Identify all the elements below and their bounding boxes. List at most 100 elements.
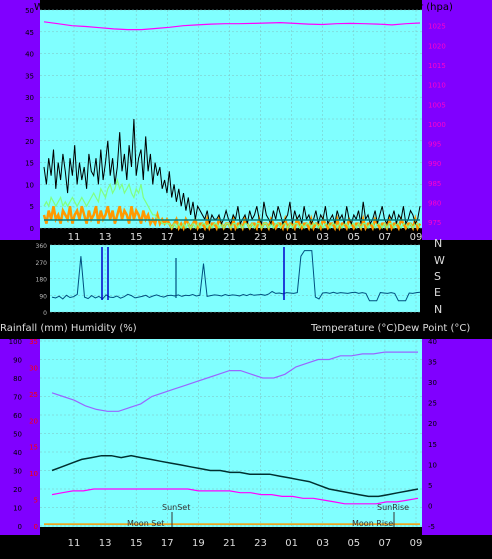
wind-xtick-15: 15 — [130, 232, 143, 243]
temp-ytick-35: 35 — [428, 359, 437, 367]
moonset-label: Moon Set — [127, 519, 164, 528]
sunset-label: SunSet — [162, 503, 190, 512]
wind-xtick-01: 01 — [285, 232, 298, 243]
baro-ytick-980: 980 — [428, 199, 441, 207]
humidity-ytick-60: 60 — [13, 412, 22, 420]
temp-ytick-5: 5 — [428, 482, 432, 490]
rain-ytick-0: 0 — [34, 523, 38, 531]
wind-xtick-17: 17 — [161, 232, 174, 243]
direction-axes: 0 90 180 270 360 — [36, 243, 48, 317]
dir-ytick-90: 90 — [39, 293, 47, 300]
temp-plot-area — [40, 339, 422, 527]
baro-ytick-1000: 1000 — [428, 121, 446, 129]
humidity-series — [51, 351, 418, 412]
wind-xtick-13: 13 — [99, 232, 112, 243]
graph-day-title: 24 hour graph day : 11 July 2018 — [172, 2, 337, 13]
temp-ytick-15: 15 — [428, 441, 437, 449]
temp-xtick-05: 05 — [347, 538, 360, 549]
wind-ytick-35: 35 — [25, 72, 34, 80]
temperature-series — [51, 454, 419, 498]
dir-ytick-360: 360 — [36, 243, 48, 250]
direction-series — [51, 250, 421, 302]
temp-xtick-11: 11 — [68, 538, 81, 549]
temp-ytick--5: -5 — [428, 523, 435, 531]
baro-ytick-1010: 1010 — [428, 82, 446, 90]
wind-plot-area — [40, 10, 422, 228]
rain-ytick-30: 30 — [29, 364, 38, 372]
baro-ytick-975: 975 — [428, 219, 441, 227]
wind-ytick-20: 20 — [25, 138, 34, 146]
wind-xtick-03: 03 — [316, 232, 329, 243]
right-panel-top — [422, 0, 492, 240]
temp-xtick-21: 21 — [223, 538, 236, 549]
humidity-ytick-0: 0 — [18, 523, 22, 531]
wind-xtick-21: 21 — [223, 232, 236, 243]
wind-avg-series — [43, 177, 421, 230]
baro-ytick-1005: 1005 — [428, 101, 446, 109]
compass-s: S — [434, 270, 441, 283]
rain-humidity-title: Rainfall (mm) Humidity (%) — [0, 323, 137, 334]
compass-n-top: N — [434, 237, 442, 250]
wind-ytick-15: 15 — [25, 160, 34, 168]
temp-xtick-17: 17 — [161, 538, 174, 549]
wind-xtick-19: 19 — [192, 232, 205, 243]
baro-ytick-995: 995 — [428, 141, 441, 149]
wind-xtick-11: 11 — [68, 232, 81, 243]
temp-xtick-07: 07 — [379, 538, 392, 549]
temp-dewpoint-title: Temperature (°C)Dew Point (°C) — [310, 323, 470, 334]
temp-xtick-01: 01 — [285, 538, 298, 549]
wind-xtick-23: 23 — [254, 232, 267, 243]
temp-ytick-40: 40 — [428, 338, 437, 346]
baro-ytick-1020: 1020 — [428, 42, 446, 50]
temp-xtick-03: 03 — [316, 538, 329, 549]
rain-ytick-25: 25 — [29, 391, 38, 399]
humidity-ytick-40: 40 — [13, 449, 22, 457]
wind-grid — [40, 9, 422, 229]
rain-ytick-10: 10 — [29, 470, 38, 478]
baro-ytick-985: 985 — [428, 180, 441, 188]
humidity-ytick-20: 20 — [13, 486, 22, 494]
rain-ytick-35: 35 — [29, 338, 38, 346]
wind-series — [42, 21, 422, 232]
temp-ytick-30: 30 — [428, 379, 437, 387]
wind-xtick-05: 05 — [347, 232, 360, 243]
humidity-ytick-70: 70 — [13, 394, 22, 402]
baro-ytick-1015: 1015 — [428, 62, 446, 70]
humidity-ytick-50: 50 — [13, 431, 22, 439]
wind-axes: 0510152025303540455097598098599099510001… — [25, 7, 446, 243]
temp-axes: 010203040506070809010005101520253035-505… — [9, 338, 437, 549]
humidity-ytick-30: 30 — [13, 468, 22, 476]
humidity-ytick-80: 80 — [13, 375, 22, 383]
wind-xtick-07: 07 — [379, 232, 392, 243]
humidity-ytick-100: 100 — [9, 338, 22, 346]
wind-ytick-0: 0 — [30, 225, 34, 233]
sunrise-label: SunRise — [377, 503, 409, 512]
baro-ytick-1025: 1025 — [428, 23, 446, 31]
temp-ytick-20: 20 — [428, 420, 437, 428]
humidity-ytick-10: 10 — [13, 505, 22, 513]
temp-xtick-23: 23 — [254, 538, 267, 549]
direction-series — [51, 247, 421, 302]
dir-ytick-270: 270 — [36, 260, 48, 267]
temp-xtick-09: 09 — [410, 538, 423, 549]
compass-e: E — [434, 286, 441, 299]
right-panel-bottom — [422, 339, 492, 535]
temp-series — [44, 351, 420, 525]
left-panel-bottom — [0, 339, 40, 535]
wind-ytick-5: 5 — [30, 203, 34, 211]
wind-xtick-09: 09 — [410, 232, 423, 243]
rain-ytick-5: 5 — [34, 497, 38, 505]
dir-ytick-0: 0 — [43, 310, 47, 317]
compass-n-bottom: N — [434, 303, 442, 316]
baro-ytick-990: 990 — [428, 160, 441, 168]
temp-ytick-0: 0 — [428, 502, 432, 510]
temp-xtick-19: 19 — [192, 538, 205, 549]
wind-ytick-40: 40 — [25, 51, 34, 59]
wind-lull-series — [42, 205, 422, 232]
temp-ytick-25: 25 — [428, 400, 437, 408]
moonrise-label: Moon Rise — [352, 519, 393, 528]
rain-ytick-20: 20 — [29, 417, 38, 425]
wind-ytick-25: 25 — [25, 116, 34, 124]
